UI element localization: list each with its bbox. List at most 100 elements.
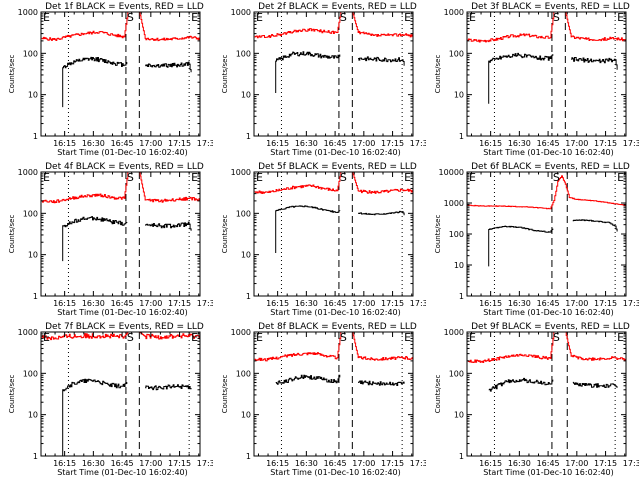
- x-tick-label: 17:00: [139, 459, 162, 468]
- x-tick-label: 17:00: [565, 459, 588, 468]
- marker-s: S: [553, 171, 560, 184]
- y-tick-label: 1000: [231, 8, 251, 17]
- y-axis-label: Counts/sec: [8, 375, 16, 414]
- x-tick-label: 16:45: [537, 459, 560, 468]
- marker-e-left: E: [43, 331, 50, 344]
- events-series-line: [358, 210, 405, 216]
- x-tick-label: 17:15: [168, 299, 191, 308]
- x-tick-label: 16:15: [479, 459, 502, 468]
- y-tick-label: 10: [454, 91, 464, 100]
- x-tick-label: 16:15: [479, 139, 502, 148]
- events-series-line: [358, 380, 405, 386]
- marker-e-left: E: [256, 11, 263, 24]
- y-tick-label: 1: [33, 452, 38, 461]
- events-series-line: [62, 56, 128, 108]
- y-tick-label: 100: [449, 230, 464, 239]
- marker-s: S: [340, 331, 347, 344]
- detector-panel: Det 3f BLACK = Events, RED = LLD E S E 1 10 10…: [426, 0, 640, 160]
- x-axis-label: Start Time (01-Dec-10 16:02:40): [57, 468, 188, 477]
- marker-e-right: E: [191, 331, 198, 344]
- x-tick-label: 17:30: [623, 139, 639, 148]
- y-tick-label: 1: [33, 292, 38, 301]
- y-tick-label: 100: [23, 49, 38, 58]
- detector-panel: Det 7f BLACK = Events, RED = LLD E S E 1 10 10…: [0, 320, 220, 480]
- lld-series-line: [467, 12, 626, 43]
- x-axis-label: Start Time (01-Dec-10 16:02:40): [57, 148, 188, 157]
- y-axis-label: Counts/sec: [434, 55, 442, 94]
- plot-frame: [253, 11, 414, 137]
- x-tick-label: 17:15: [594, 299, 617, 308]
- y-tick-label: 10: [241, 251, 251, 260]
- y-tick-label: 100: [236, 209, 251, 218]
- chart-title: Det 4f BLACK = Events, RED = LLD: [45, 162, 204, 172]
- x-tick-label: 17:30: [410, 459, 426, 468]
- y-tick-label: 1000: [444, 8, 464, 17]
- y-tick-label: 10: [454, 261, 464, 270]
- chart-title: Det 1f BLACK = Events, RED = LLD: [45, 2, 204, 12]
- marker-s: S: [127, 331, 134, 344]
- detector-panel: Det 2f BLACK = Events, RED = LLD E S E 1 10 10…: [213, 0, 433, 160]
- marker-s: S: [340, 171, 347, 184]
- lld-series-line: [254, 172, 413, 194]
- marker-e-right: E: [191, 171, 198, 184]
- plot-frame: [40, 331, 201, 457]
- chart-title: Det 8f BLACK = Events, RED = LLD: [258, 322, 417, 332]
- x-tick-label: 16:15: [266, 139, 289, 148]
- y-tick-label: 100: [23, 209, 38, 218]
- x-axis-label: Start Time (01-Dec-10 16:02:40): [270, 468, 401, 477]
- x-tick-label: 17:15: [381, 459, 404, 468]
- chart-title: Det 3f BLACK = Events, RED = LLD: [471, 2, 630, 12]
- marker-s: S: [340, 11, 347, 24]
- x-tick-label: 17:00: [352, 139, 375, 148]
- plot-frame: [253, 171, 414, 297]
- x-tick-label: 17:30: [197, 299, 213, 308]
- y-tick-label: 1000: [444, 199, 464, 208]
- plot-frame: [466, 171, 627, 297]
- y-tick-label: 10: [241, 91, 251, 100]
- events-series-line: [145, 61, 192, 73]
- marker-s: S: [553, 11, 560, 24]
- x-axis-label: Start Time (01-Dec-10 16:02:40): [483, 148, 614, 157]
- x-axis-label: Start Time (01-Dec-10 16:02:40): [270, 148, 401, 157]
- marker-e-left: E: [469, 11, 476, 24]
- x-tick-label: 16:30: [508, 299, 531, 308]
- x-tick-label: 17:15: [381, 299, 404, 308]
- y-tick-label: 1: [459, 452, 464, 461]
- x-tick-label: 16:15: [479, 299, 502, 308]
- y-tick-label: 1: [459, 132, 464, 141]
- x-tick-label: 17:00: [139, 299, 162, 308]
- x-axis-label: Start Time (01-Dec-10 16:02:40): [57, 308, 188, 317]
- plot-frame: [40, 171, 201, 297]
- marker-e-right: E: [404, 331, 411, 344]
- plot-frame: [253, 331, 414, 457]
- marker-e-right: E: [617, 171, 624, 184]
- events-series-line: [275, 51, 341, 93]
- x-tick-label: 17:15: [168, 459, 191, 468]
- x-tick-label: 16:30: [508, 139, 531, 148]
- y-axis-label: Counts/sec: [8, 55, 16, 94]
- lld-series-line: [467, 175, 626, 210]
- marker-e-right: E: [191, 11, 198, 24]
- y-tick-label: 100: [236, 369, 251, 378]
- x-tick-label: 17:00: [352, 459, 375, 468]
- marker-e-right: E: [617, 331, 624, 344]
- y-tick-label: 1000: [18, 8, 38, 17]
- y-tick-label: 1000: [231, 168, 251, 177]
- x-tick-label: 16:30: [82, 459, 105, 468]
- x-tick-label: 16:45: [324, 299, 347, 308]
- y-tick-label: 100: [449, 369, 464, 378]
- events-series-line: [62, 216, 128, 262]
- marker-e-right: E: [404, 171, 411, 184]
- events-series-line: [275, 374, 341, 385]
- y-tick-label: 10: [28, 91, 38, 100]
- x-tick-label: 16:45: [111, 299, 134, 308]
- x-tick-label: 17:15: [381, 139, 404, 148]
- y-tick-label: 100: [23, 369, 38, 378]
- detector-panel: Det 6f BLACK = Events, RED = LLD E S E 1 10 10…: [426, 160, 640, 320]
- chart-title: Det 7f BLACK = Events, RED = LLD: [45, 322, 204, 332]
- y-axis-label: Counts/sec: [221, 55, 229, 94]
